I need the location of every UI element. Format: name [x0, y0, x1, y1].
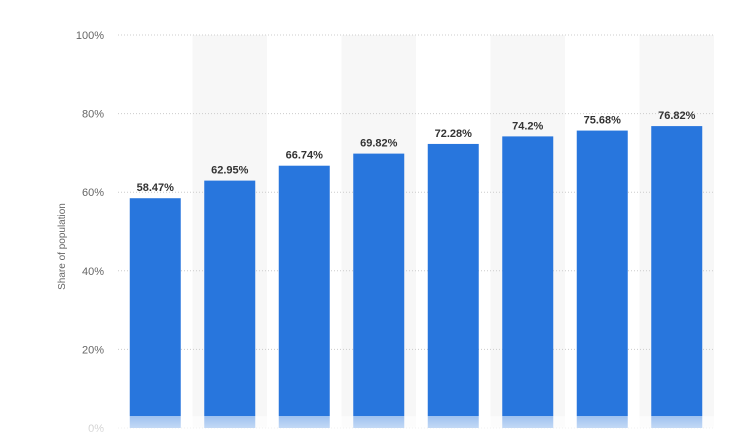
- data-label: 76.82%: [658, 110, 696, 122]
- y-tick-label: 20%: [82, 344, 104, 356]
- data-label: 75.68%: [584, 115, 622, 127]
- bar[interactable]: [353, 153, 405, 428]
- bars: [129, 126, 703, 429]
- bar[interactable]: [502, 136, 554, 429]
- data-label: 66.74%: [286, 150, 324, 162]
- y-tick-label: 80%: [82, 109, 104, 121]
- data-label: 72.28%: [435, 128, 473, 140]
- bar[interactable]: [427, 143, 479, 428]
- bar[interactable]: [204, 180, 256, 428]
- data-labels: 58.47% 62.95% 66.74% 69.82% 72.28% 74.2% 75.68…: [137, 110, 696, 194]
- data-label: 62.95%: [211, 165, 249, 177]
- data-label: 74.2%: [512, 120, 543, 132]
- data-label: 69.82%: [360, 138, 398, 150]
- bar[interactable]: [129, 198, 181, 428]
- y-axis-title: Share of population: [57, 203, 68, 290]
- data-label: 58.47%: [137, 182, 175, 194]
- bar[interactable]: [278, 165, 330, 429]
- bar[interactable]: [651, 126, 703, 428]
- y-axis-ticks: 0% 20% 40% 60% 80% 100%: [76, 30, 104, 435]
- y-tick-label: 60%: [82, 187, 104, 199]
- y-tick-label: 100%: [76, 30, 104, 42]
- bar[interactable]: [576, 130, 628, 428]
- y-tick-label: 0%: [88, 423, 104, 435]
- y-tick-label: 40%: [82, 266, 104, 278]
